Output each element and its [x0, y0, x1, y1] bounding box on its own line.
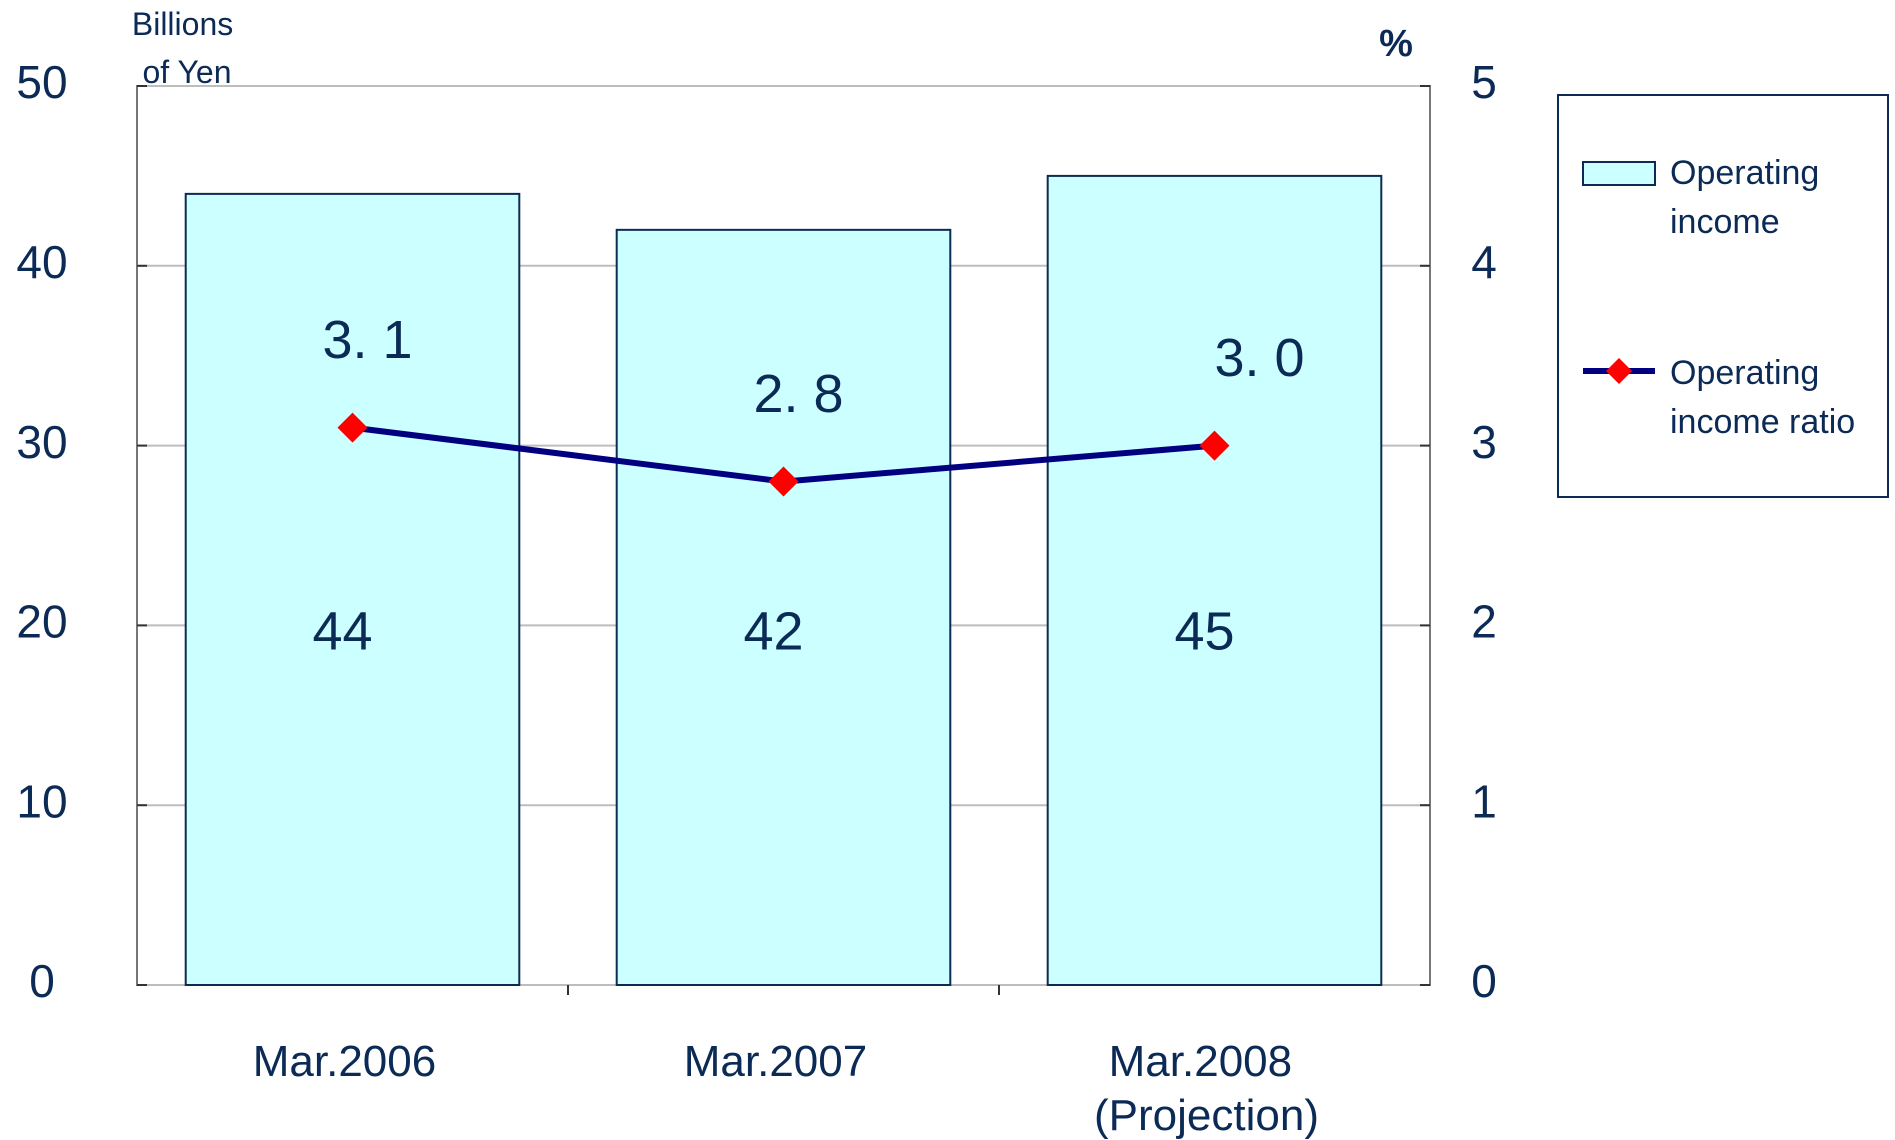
bar-value-label: 45: [1174, 601, 1234, 661]
marker: [768, 466, 799, 497]
bar-value-label: 42: [743, 601, 803, 661]
y2-tick-label: 0: [1471, 955, 1497, 1007]
y-tick-label: 40: [16, 236, 67, 288]
x-tick-label: Mar.2006: [253, 1037, 436, 1086]
marker: [337, 412, 368, 443]
line-value-label: 2. 8: [753, 364, 843, 424]
bar-value-label: 44: [312, 601, 372, 661]
y-tick-label: 10: [16, 775, 67, 827]
y-tick-label: 30: [16, 416, 67, 468]
y2-tick-label: 2: [1471, 596, 1497, 648]
y-tick-label: 50: [16, 56, 67, 108]
y2-tick-label: 1: [1471, 775, 1497, 827]
y2-axis-label: %: [1379, 23, 1413, 65]
legend-label: Operating income ratio: [1670, 354, 1855, 441]
bar: [184, 192, 521, 986]
bar: [615, 228, 952, 986]
y-axis-label: Billions of Yen: [132, 6, 242, 90]
y2-tick-label: 4: [1471, 236, 1497, 288]
x-tick-label: Mar.2008 (Projection): [1094, 1037, 1319, 1140]
y2-tick-label: 5: [1471, 56, 1497, 108]
legend-swatch: [1582, 161, 1656, 186]
bar: [1046, 174, 1383, 986]
x-tick-label: Mar.2007: [684, 1037, 867, 1086]
legend-marker: [1606, 358, 1632, 384]
y-tick-label: 0: [29, 955, 55, 1007]
marker: [1199, 430, 1230, 461]
legend-label: Operating income: [1670, 154, 1829, 241]
y2-tick-label: 3: [1471, 416, 1497, 468]
y-tick-label: 20: [16, 596, 67, 648]
line-value-label: 3. 0: [1214, 328, 1304, 388]
line-value-label: 3. 1: [322, 310, 412, 370]
